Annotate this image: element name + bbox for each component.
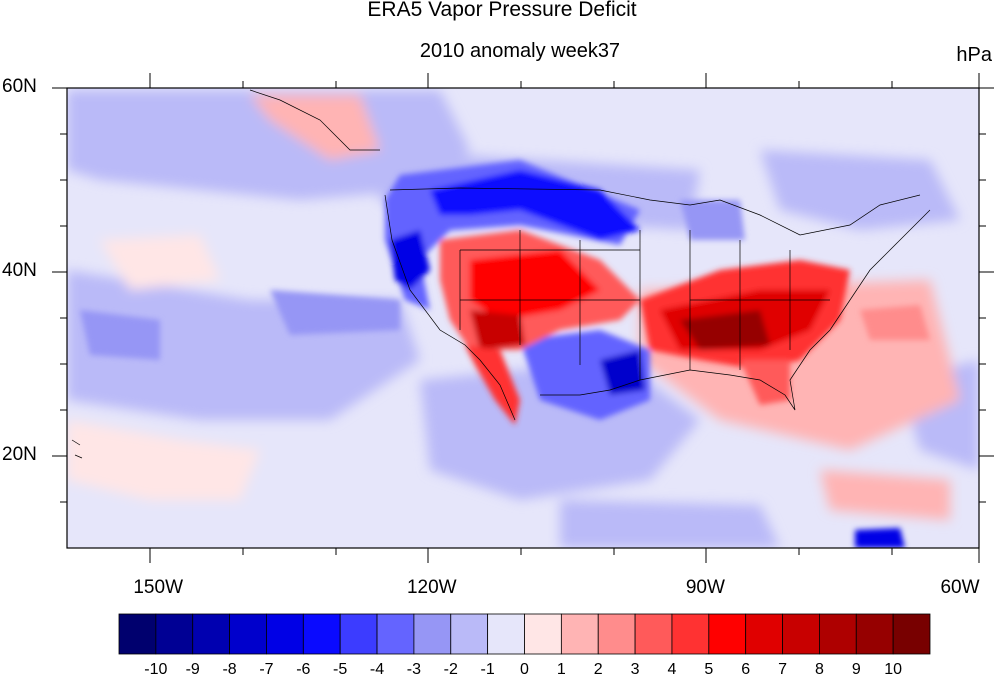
colorbar-swatch [892, 613, 931, 655]
colorbar-swatch [376, 613, 415, 655]
colorbar-tick-label: 3 [630, 661, 640, 678]
colorbar-tick-label: 4 [667, 661, 677, 678]
colorbar-swatch [192, 613, 230, 655]
colorbar-tick-label: -2 [443, 661, 458, 678]
colorbar-swatch [708, 613, 747, 655]
plot-title: ERA5 Vapor Pressure Deficit [367, 0, 637, 21]
lon-label: 60W [940, 577, 980, 598]
colorbar-tick-label: -10 [144, 661, 168, 678]
colorbar-tick-label: -1 [480, 661, 495, 678]
plot-subtitle: 2010 anomaly week37 [419, 40, 621, 62]
coastlines [71, 89, 931, 459]
colorbar-swatch [413, 613, 452, 655]
colorbar-swatch [634, 613, 673, 655]
colorbar-swatch [118, 613, 157, 655]
lat-label: 60N [2, 76, 37, 97]
lat-label: 40N [2, 260, 37, 281]
colorbar-tick-label: -7 [259, 661, 274, 678]
colorbar-swatch [266, 613, 304, 655]
colorbar-tick-label: 0 [520, 661, 529, 678]
colorbar-swatch [819, 613, 857, 655]
colorbar-tick-label: 1 [556, 661, 566, 678]
colorbar-swatch [229, 613, 267, 655]
colorbar [118, 613, 931, 655]
colorbar-swatch [745, 613, 783, 655]
colorbar-swatch [855, 613, 894, 655]
lat-label: 20N [2, 444, 37, 465]
colorbar-tick-label: 9 [851, 661, 861, 678]
colorbar-tick-label: -8 [222, 661, 237, 678]
colorbar-swatch [487, 613, 525, 655]
colorbar-tick-label: -9 [185, 661, 200, 678]
colorbar-swatch [560, 613, 599, 655]
colorbar-swatch [671, 613, 710, 655]
colorbar-tick-label: 5 [704, 661, 714, 678]
axis-ticks [52, 73, 994, 563]
colorbar-tick-label: 2 [593, 661, 603, 678]
colorbar-tick-label: 8 [814, 661, 824, 678]
colorbar-tick-label: -3 [406, 661, 422, 678]
colorbar-swatch [597, 613, 636, 655]
colorbar-tick-label: -5 [333, 661, 348, 678]
colorbar-tick-label: -4 [369, 661, 385, 678]
lon-label: 90W [685, 577, 725, 598]
colorbar-tick-label: 7 [778, 661, 787, 678]
colorbar-tick-label: 10 [884, 661, 903, 678]
colorbar-swatch [302, 613, 341, 655]
anomaly-field [67, 88, 979, 548]
colorbar-swatch [155, 613, 194, 655]
units-label: hPa [956, 44, 992, 66]
colorbar-swatch [450, 613, 489, 655]
colorbar-swatch [524, 613, 562, 655]
colorbar-tick-label: 6 [741, 661, 751, 678]
colorbar-swatch [339, 613, 378, 655]
colorbar-swatch [782, 613, 820, 655]
lon-label: 150W [133, 577, 184, 598]
colorbar-tick-label: -6 [296, 661, 311, 678]
lon-label: 120W [406, 577, 457, 598]
